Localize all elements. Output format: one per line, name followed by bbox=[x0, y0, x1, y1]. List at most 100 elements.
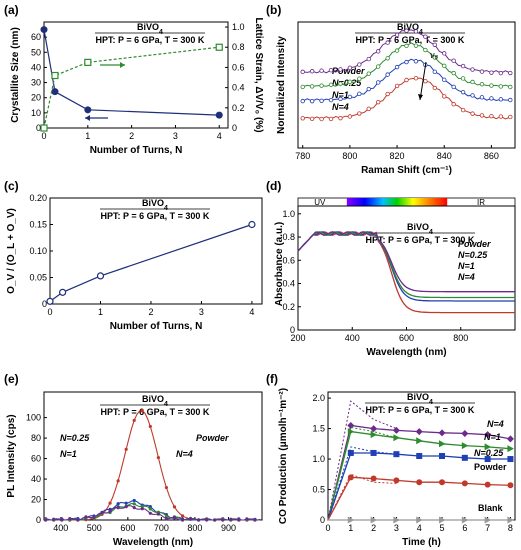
pl-marker bbox=[253, 518, 257, 522]
raman-marker bbox=[498, 84, 504, 89]
raman-marker bbox=[498, 97, 504, 102]
x-tick-label: 800 bbox=[187, 523, 202, 533]
legend-label-n1: N=1 bbox=[60, 449, 77, 459]
raman-marker bbox=[404, 28, 409, 33]
pl-line-0 bbox=[45, 410, 261, 521]
x-tick-label: 3 bbox=[394, 523, 399, 533]
y-tick-label: 0 bbox=[36, 515, 41, 525]
x-tick-label: 0 bbox=[47, 307, 52, 317]
pl-marker bbox=[148, 424, 152, 429]
x-tick-label: 8 bbox=[508, 523, 513, 533]
co-marker bbox=[347, 474, 354, 481]
legend-label-n1: N=1 bbox=[484, 432, 501, 442]
panel-label-f: (f) bbox=[266, 372, 278, 386]
legend-label-1: N=0.25 bbox=[458, 250, 488, 260]
pl-marker bbox=[229, 517, 233, 521]
raman-marker bbox=[460, 107, 466, 113]
data-point-strain bbox=[84, 58, 92, 66]
raman-marker bbox=[470, 67, 475, 72]
x-tick-label: 780 bbox=[295, 151, 310, 161]
pl-marker bbox=[100, 511, 104, 515]
raman-marker bbox=[338, 96, 343, 102]
x-tick-label: 800 bbox=[453, 333, 468, 343]
raman-marker bbox=[375, 49, 381, 54]
legend-label-powder: Powder bbox=[196, 433, 229, 443]
co-marker bbox=[393, 451, 400, 458]
pl-marker bbox=[172, 505, 177, 509]
raman-marker bbox=[432, 85, 438, 91]
raman-marker bbox=[300, 84, 305, 90]
co-marker bbox=[461, 516, 469, 524]
y-tick-label: 100 bbox=[26, 413, 41, 423]
series-line-strain bbox=[43, 46, 220, 129]
header-condition: HPT: P = 6 GPa, T = 300 K bbox=[101, 211, 210, 221]
legend-label-n4: N=4 bbox=[487, 419, 504, 429]
raman-marker bbox=[366, 106, 371, 112]
raman-marker bbox=[498, 114, 504, 119]
y-tick-label: 1.0 bbox=[282, 209, 295, 219]
data-point-strain bbox=[51, 71, 59, 80]
x-tick-label: 700 bbox=[154, 523, 169, 533]
pl-marker bbox=[44, 518, 48, 522]
co-marker bbox=[416, 479, 423, 486]
raman-marker bbox=[423, 47, 428, 53]
co-marker bbox=[484, 516, 492, 524]
data-point-strain bbox=[215, 43, 223, 51]
x-axis-label: Raman Shift (cm⁻¹) bbox=[361, 165, 452, 176]
y-axis-label: Absorbance (a.u.) bbox=[274, 222, 285, 306]
co-marker bbox=[439, 453, 446, 459]
y-tick-label: 20 bbox=[31, 495, 41, 505]
y-tick-label: 0.2 bbox=[282, 302, 295, 312]
pl-marker bbox=[124, 501, 128, 505]
data-point-ov bbox=[248, 220, 256, 229]
raman-marker bbox=[328, 68, 334, 73]
raman-marker bbox=[338, 115, 343, 121]
co-marker bbox=[393, 477, 400, 484]
pl-marker bbox=[108, 501, 112, 505]
x-tick-label: 2 bbox=[129, 131, 134, 141]
x-axis-label: Wavelength (nm) bbox=[113, 537, 193, 548]
y2-tick-label: 0.6 bbox=[232, 62, 245, 72]
raman-marker bbox=[442, 51, 447, 56]
co-marker bbox=[439, 440, 446, 448]
panel-label-d: (d) bbox=[266, 179, 281, 193]
absorbance-line-3 bbox=[297, 231, 515, 293]
y-axis-label: CO Production (μmolh⁻¹m⁻²) bbox=[278, 388, 289, 524]
pl-marker bbox=[221, 518, 225, 522]
raman-marker bbox=[423, 34, 428, 39]
y-tick-label: 30 bbox=[31, 78, 41, 88]
y-axis-label: Crystallite Size (nm) bbox=[10, 27, 21, 123]
header-material: BiVO4 bbox=[137, 22, 163, 36]
y-tick-label: 0 bbox=[320, 515, 325, 525]
y-tick-label: 0.15 bbox=[29, 220, 47, 230]
raman-marker bbox=[413, 43, 419, 48]
y-tick-label: 0.8 bbox=[282, 232, 295, 242]
legend-label-2: N=1 bbox=[458, 261, 475, 271]
y-tick-label: 40 bbox=[31, 474, 41, 484]
pl-marker bbox=[148, 504, 152, 509]
y2-axis-label: Lattice Strain, ΔV/V₀ (%) bbox=[253, 17, 264, 132]
raman-marker bbox=[394, 83, 400, 89]
header-material: BiVO4 bbox=[407, 222, 433, 236]
co-marker bbox=[438, 429, 446, 437]
header-condition: HPT: P = 6 GPa, T = 300 K bbox=[366, 235, 475, 245]
x-tick-label: 4 bbox=[217, 131, 222, 141]
raman-marker bbox=[508, 114, 513, 120]
y-tick-label: 0 bbox=[290, 325, 295, 335]
header-condition: HPT: P = 6 GPa, T = 300 K bbox=[356, 35, 465, 45]
raman-marker bbox=[385, 91, 390, 97]
co-marker bbox=[370, 475, 377, 482]
raman-marker bbox=[432, 55, 438, 60]
raman-marker bbox=[375, 80, 381, 85]
raman-marker bbox=[366, 56, 371, 62]
co-marker bbox=[484, 481, 491, 488]
y2-tick-label: 0.4 bbox=[232, 83, 245, 93]
arrow-head-left bbox=[85, 115, 90, 121]
y-tick-label: 0.6 bbox=[282, 255, 295, 265]
legend-label-0: Powder bbox=[458, 239, 491, 249]
co-early-line-2 bbox=[327, 446, 397, 521]
raman-marker bbox=[366, 86, 371, 92]
pl-marker bbox=[245, 517, 249, 521]
pl-marker bbox=[156, 455, 160, 460]
raman-marker bbox=[328, 97, 334, 103]
